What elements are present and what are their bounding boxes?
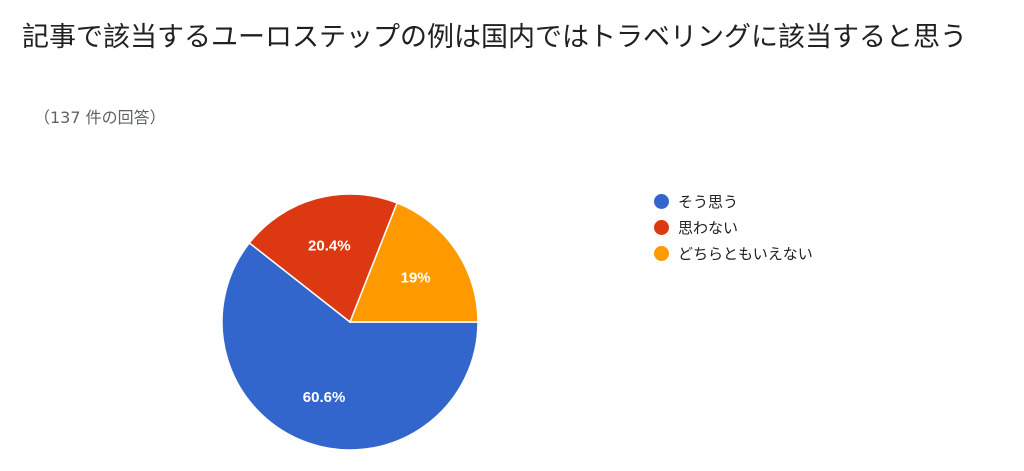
legend-swatch-1: [654, 219, 669, 235]
legend: そう思う思わないどちらともいえない: [654, 188, 813, 266]
pie-slice-1: [248, 193, 399, 324]
pie-slice-label-2: 19%: [401, 269, 431, 286]
legend-label-2: どちらともいえない: [678, 244, 813, 263]
legend-label-0: そう思う: [678, 192, 739, 211]
pie-slice-label-1: 20.4%: [308, 237, 351, 254]
pie-slice-label-0: 60.6%: [303, 389, 346, 406]
legend-item-2: どちらともいえない: [654, 240, 813, 266]
legend-item-0: そう思う: [654, 188, 813, 214]
legend-swatch-0: [654, 193, 669, 209]
legend-label-1: 思わない: [678, 218, 739, 237]
pie-slice-2: [348, 202, 479, 323]
pie-labels: 60.6% 20.4% 19%: [303, 237, 431, 406]
legend-swatch-2: [654, 245, 669, 261]
pie-slices: [221, 193, 479, 451]
pie-slice-0: [221, 241, 479, 451]
chart-title: 記事で該当するユーロステップの例は国内ではトラベリングに該当すると思う: [22, 22, 967, 53]
legend-item-1: 思わない: [654, 214, 813, 240]
response-count: （137 件の回答）: [34, 108, 166, 127]
